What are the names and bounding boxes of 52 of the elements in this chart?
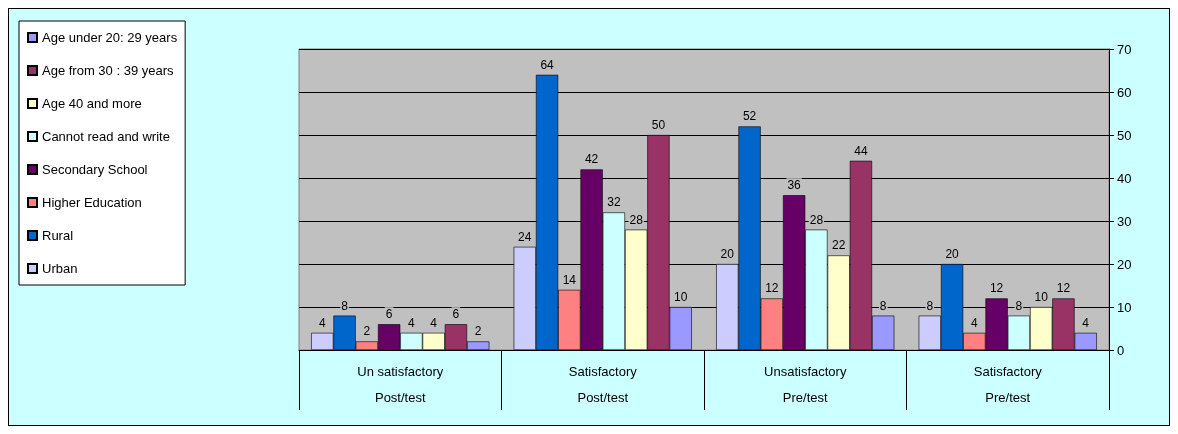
legend-label: Urban [42, 261, 78, 276]
data-label: 10 [674, 290, 688, 304]
data-label: 4 [430, 315, 438, 330]
y-tick-label: 20 [1117, 256, 1132, 272]
y-tick-label: 40 [1117, 170, 1132, 186]
legend-label: Secondary School [42, 162, 148, 177]
y-tick-label: 60 [1117, 84, 1132, 100]
data-label: 8 [1015, 298, 1023, 313]
y-tick-label: 10 [1117, 299, 1132, 315]
data-label: 52 [742, 109, 757, 124]
data-label: 6 [452, 307, 460, 322]
legend-label: Age from 30 : 39 years [42, 63, 175, 78]
data-label: 42 [584, 152, 599, 167]
data-label: 6 [385, 307, 393, 322]
data-label: 28 [629, 212, 644, 227]
data-label: 4 [318, 315, 326, 330]
y-tick-label: 0 [1117, 342, 1125, 358]
data-label: 12 [765, 281, 779, 296]
data-label: 24 [518, 229, 532, 244]
data-label: 28 [809, 212, 824, 227]
legend-label: Higher Education [42, 195, 142, 210]
x-tick-label: Unsatisfactory Pre/test [764, 363, 847, 405]
data-label: 10 [1034, 290, 1049, 304]
data-label: 44 [854, 143, 868, 158]
x-tick-label: Satisfactory Pre/test [973, 363, 1043, 405]
data-label: 12 [989, 281, 1004, 296]
data-label: 32 [607, 195, 621, 210]
data-label: 22 [831, 238, 846, 253]
data-label: 8 [341, 298, 349, 313]
x-tick-label: Satisfactory Post/test [568, 363, 638, 405]
data-label: 20 [720, 247, 735, 261]
data-label: 36 [787, 178, 802, 193]
data-label: 20 [945, 247, 960, 261]
data-label: 50 [651, 118, 666, 132]
data-label: 4 [408, 315, 416, 330]
data-label: 14 [562, 272, 577, 287]
legend-label: Age 40 and more [42, 96, 142, 111]
legend-label: Rural [42, 228, 74, 243]
y-tick-label: 30 [1117, 213, 1132, 229]
legend-label: Cannot read and write [42, 129, 170, 144]
data-label: 12 [1056, 281, 1071, 296]
y-tick-label: 70 [1117, 41, 1132, 57]
data-label: 4 [970, 315, 978, 330]
data-label: 2 [474, 324, 482, 339]
legend-label: Age under 20: 29 years [42, 30, 178, 45]
data-label: 2 [363, 324, 371, 339]
data-label: 8 [926, 298, 934, 313]
data-label: 8 [879, 298, 887, 313]
data-label: 4 [1082, 315, 1090, 330]
data-label: 64 [540, 57, 555, 72]
y-tick-label: 50 [1117, 127, 1132, 143]
x-tick-label: Un satisfactory Post/test [357, 363, 444, 405]
